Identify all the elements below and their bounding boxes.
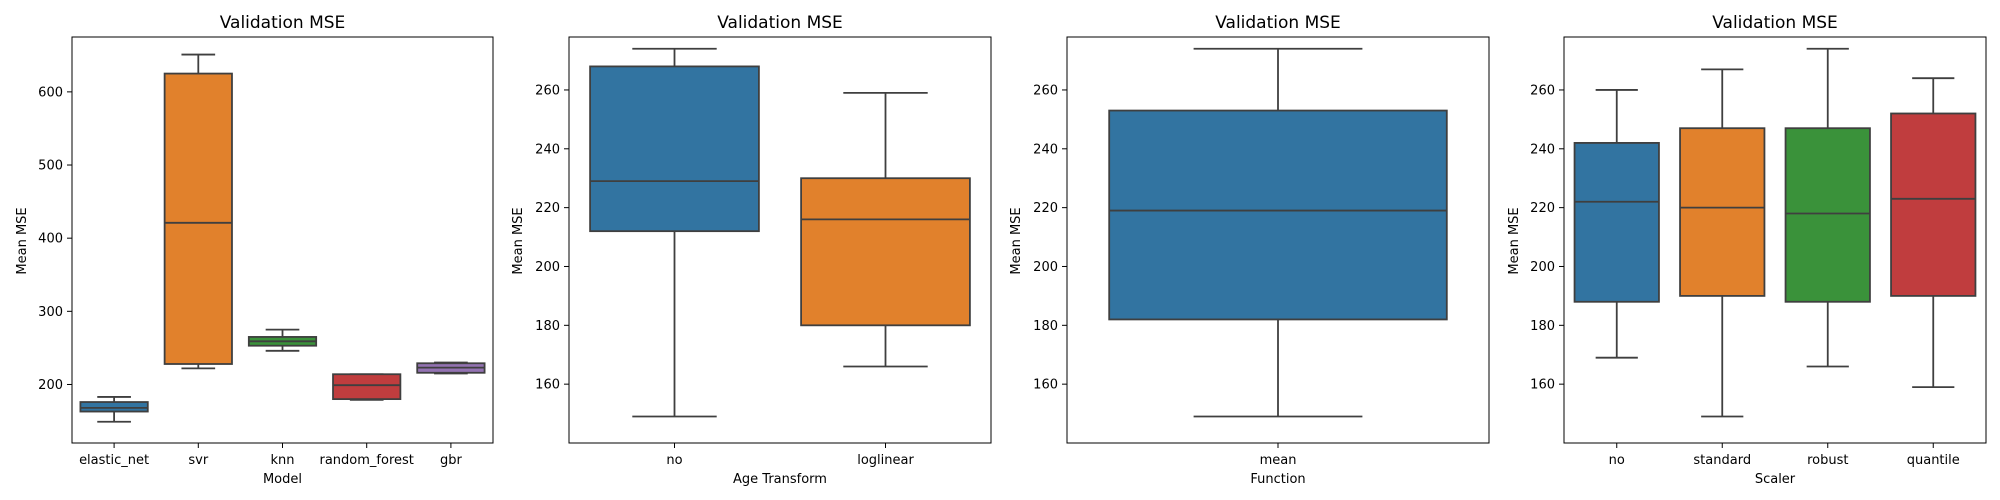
x-tick-label: svr <box>188 453 208 468</box>
plot-area: 200 300 400 500 600 elastic_net svr knn random_f… <box>38 53 486 468</box>
y-tick-label: 220 <box>1033 201 1058 216</box>
x-tick-label: knn <box>270 453 294 468</box>
y-tick-label: 600 <box>38 85 63 100</box>
box-mean <box>1108 109 1448 321</box>
plot-area: 160 180 200 220 240 260 no standard robust quanti… <box>1530 47 1977 468</box>
x-tick-label: loglinear <box>857 453 914 468</box>
y-tick-label: 240 <box>1033 142 1058 157</box>
y-tick-label: 500 <box>38 159 63 174</box>
y-tick-label: 220 <box>535 201 560 216</box>
plot-area: 160 180 200 220 240 260 no loglinear <box>535 47 971 468</box>
box-loglinear <box>800 177 971 327</box>
y-tick-label: 200 <box>38 378 63 393</box>
y-tick-label: 200 <box>1530 260 1555 275</box>
y-tick-label: 240 <box>535 142 560 157</box>
box-elastic_net <box>79 401 149 413</box>
y-tick-label: 240 <box>1530 142 1555 157</box>
x-tick-label: elastic_net <box>79 453 149 468</box>
x-axis-label: Scaler <box>1755 472 1796 487</box>
x-tick-label: standard <box>1693 453 1751 468</box>
y-tick-label: 200 <box>535 260 560 275</box>
y-tick-label: 260 <box>1033 83 1058 98</box>
x-tick-label: no <box>1609 453 1625 468</box>
x-tick-label: gbr <box>440 453 463 468</box>
y-tick-label: 260 <box>535 83 560 98</box>
y-tick-label: 160 <box>1033 378 1058 393</box>
y-tick-label: 160 <box>1530 378 1555 393</box>
box-robust <box>1784 127 1871 303</box>
y-tick-label: 200 <box>1033 260 1058 275</box>
x-axis-label: Age Transform <box>733 472 827 487</box>
subplot-model: Validation MSE Model Mean MSE 200 300 400 5… <box>15 13 494 487</box>
y-tick-label: 180 <box>1033 319 1058 334</box>
subplot-title: Validation MSE <box>717 13 843 33</box>
y-tick-label: 160 <box>535 378 560 393</box>
axes-frame <box>71 36 494 444</box>
x-axis-label: Model <box>263 472 302 487</box>
axes-frame <box>1563 36 1987 444</box>
box-quantile <box>1890 112 1977 297</box>
y-axis-label: Mean MSE <box>1507 207 1522 274</box>
y-tick-label: 260 <box>1530 83 1555 98</box>
x-tick-label: no <box>666 453 682 468</box>
y-tick-label: 180 <box>535 319 560 334</box>
y-tick-label: 300 <box>38 305 63 320</box>
box-standard <box>1679 127 1766 297</box>
subplot-title: Validation MSE <box>220 13 346 33</box>
y-tick-label: 180 <box>1530 319 1555 334</box>
x-tick-label: random_forest <box>320 453 414 468</box>
x-tick-label: mean <box>1260 453 1297 468</box>
y-axis-label: Mean MSE <box>15 207 30 274</box>
y-tick-label: 400 <box>38 232 63 247</box>
y-axis-label: Mean MSE <box>1009 207 1024 274</box>
x-axis-label: Function <box>1250 472 1305 487</box>
box-no <box>589 65 760 233</box>
box-svr <box>163 72 233 365</box>
box-no <box>1573 142 1660 303</box>
plot-area: 160 180 200 220 240 260 mean <box>1033 47 1448 468</box>
subplot-title: Validation MSE <box>1215 13 1341 33</box>
y-axis-label: Mean MSE <box>511 207 526 274</box>
y-tick-label: 220 <box>1530 201 1555 216</box>
subplot-function: Validation MSE Function Mean MSE 160 180 2… <box>1009 13 1490 487</box>
axes-frame <box>568 36 992 444</box>
subplot-title: Validation MSE <box>1712 13 1838 33</box>
x-tick-label: robust <box>1807 453 1848 468</box>
axes-frame <box>1066 36 1490 444</box>
box-random_forest <box>332 373 402 401</box>
subplot-age-transform: Validation MSE Age Transform Mean MSE 16… <box>511 13 992 487</box>
x-tick-label: quantile <box>1907 453 1960 468</box>
subplot-scaler: Validation MSE Scaler Mean MSE 160 180 200… <box>1507 13 1987 487</box>
